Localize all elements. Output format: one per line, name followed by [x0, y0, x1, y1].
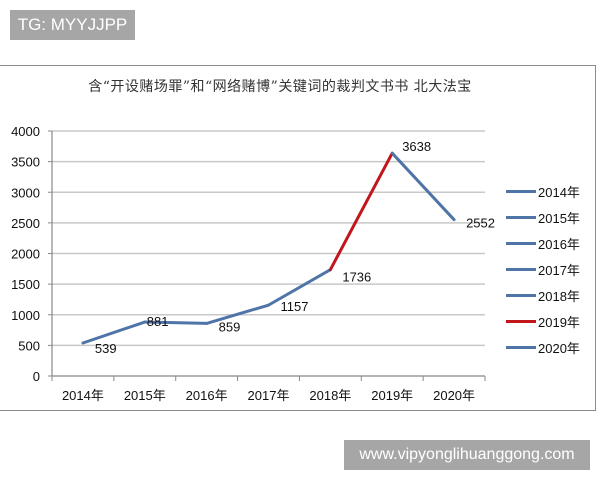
legend-label: 2016年: [538, 236, 580, 252]
line-segment: [390, 151, 456, 222]
y-tick-label: 500: [18, 338, 40, 353]
data-label: 859: [219, 319, 241, 334]
legend-line-icon: [506, 215, 536, 219]
data-series: [81, 151, 456, 345]
axes: [48, 130, 486, 381]
legend-label: 2017年: [538, 262, 580, 278]
y-tick-label: 0: [33, 369, 40, 384]
chart-legend: 2014年 2015年 2016年 2017年 2018年 2019年 2020年: [506, 178, 580, 360]
legend-line-icon: [506, 189, 536, 193]
y-tick-label: 3000: [11, 185, 40, 200]
line-segment: [205, 303, 270, 325]
legend-item: 2015年: [506, 204, 580, 230]
legend-item: 2020年: [506, 334, 580, 360]
y-axis-ticks: 0 500 1000 1500 2000 2500 3000 3500 4000: [11, 124, 40, 384]
legend-item: 2017年: [506, 256, 580, 282]
line-segment: [328, 151, 394, 272]
legend-line-icon: [506, 293, 536, 297]
legend-label: 2019年: [538, 314, 580, 330]
data-label: 539: [95, 341, 117, 356]
watermark-site: www.vipyonglihuanggong.com: [344, 440, 590, 470]
x-tick-label: 2016年: [186, 388, 228, 403]
legend-item: 2014年: [506, 178, 580, 204]
legend-label: 2014年: [538, 184, 580, 200]
line-segment: [267, 268, 332, 307]
y-tick-label: 1500: [11, 277, 40, 292]
legend-label: 2018年: [538, 288, 580, 304]
data-label: 3638: [402, 139, 431, 154]
data-label: 2552: [466, 216, 495, 231]
chart-frame: [0, 65, 596, 411]
legend-line-icon: [506, 267, 536, 271]
watermark-tag: TG: MYYJJPP: [10, 10, 135, 40]
legend-item: 2019年: [506, 308, 580, 334]
chart-title: 含“开设赌场罪”和“网络赌博”关键词的裁判文书书 北大法宝: [88, 79, 472, 95]
x-tick-label: 2019年: [371, 388, 413, 403]
x-tick-label: 2014年: [62, 388, 104, 403]
x-tick-label: 2018年: [309, 388, 351, 403]
x-tick-label: 2017年: [248, 388, 290, 403]
y-tick-label: 3500: [11, 155, 40, 170]
data-labels: 539 881 859 1157 1736 3638 2552: [95, 139, 495, 356]
legend-label: 2020年: [538, 340, 580, 356]
legend-line-icon: [506, 345, 536, 349]
y-tick-label: 2000: [11, 247, 40, 262]
line-segment: [143, 320, 209, 325]
legend-line-icon: [506, 241, 536, 245]
x-tick-label: 2015年: [124, 388, 166, 403]
gridlines: [52, 130, 485, 347]
x-axis-ticks: 2014年 2015年 2016年 2017年 2018年 2019年 2020年: [62, 388, 475, 403]
y-tick-label: 2500: [11, 216, 40, 231]
y-tick-label: 1000: [11, 308, 40, 323]
legend-line-icon: [506, 319, 536, 323]
y-tick-label: 4000: [11, 124, 40, 139]
data-label: 881: [147, 314, 169, 329]
x-tick-label: 2020年: [433, 388, 475, 403]
legend-label: 2015年: [538, 210, 580, 226]
legend-item: 2018年: [506, 282, 580, 308]
data-label: 1736: [342, 270, 371, 285]
legend-item: 2016年: [506, 230, 580, 256]
line-segment: [81, 320, 147, 345]
data-label: 1157: [281, 299, 309, 314]
